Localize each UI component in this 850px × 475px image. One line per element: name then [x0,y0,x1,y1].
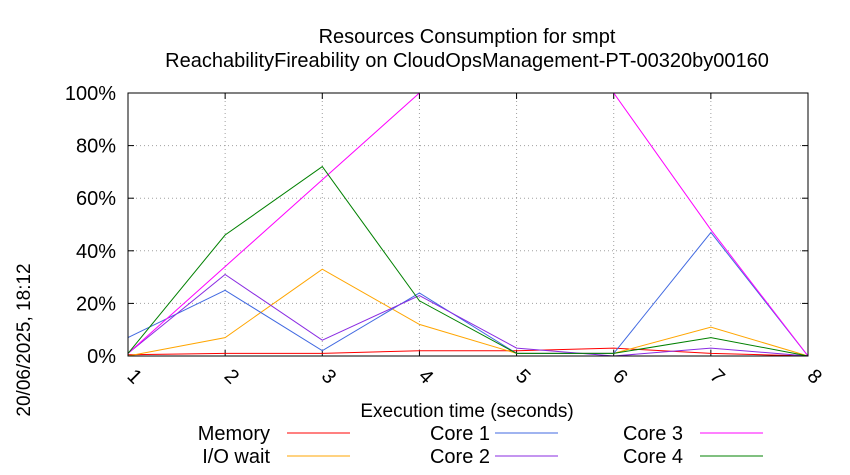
y-tick-label: 100% [65,83,116,105]
series-line-i-o-wait [127,268,809,357]
x-tick-label: 5 [511,365,534,388]
date-stamp-label: 20/06/2025, 18:12 [14,263,35,416]
legend-label: Core 1 [430,423,490,445]
legend-label: I/O wait [202,446,270,468]
x-tick-label: 7 [705,365,728,388]
x-tick-label: 6 [608,365,631,388]
legend-label: Memory [198,423,270,445]
x-axis-label: Execution time (seconds) [360,401,573,422]
series-line-core-1 [127,231,809,357]
x-tick-label: 4 [414,365,437,388]
x-tick-label: 8 [803,365,826,388]
legend-label: Core 2 [430,446,490,468]
y-tick-label: 0% [87,346,116,368]
x-tick-label: 3 [317,365,340,388]
y-tick-label: 60% [76,188,116,210]
x-tick-label: 2 [220,365,243,388]
chart-title-line1: Resources Consumption for smpt [319,26,616,48]
legend-label: Core 4 [623,446,683,468]
plot-frame [127,92,809,357]
y-tick-label: 80% [76,136,116,158]
x-tick-label: 1 [123,365,146,388]
series-line-core-4 [127,165,809,357]
y-tick-label: 40% [76,241,116,263]
series-line-core-3 [127,92,809,357]
legend-label: Core 3 [623,423,683,445]
y-tick-label: 20% [76,293,116,315]
series-line-memory [127,347,809,357]
chart-title-line2: ReachabilityFireability on CloudOpsManag… [165,50,769,72]
series-line-core-2 [127,273,809,357]
